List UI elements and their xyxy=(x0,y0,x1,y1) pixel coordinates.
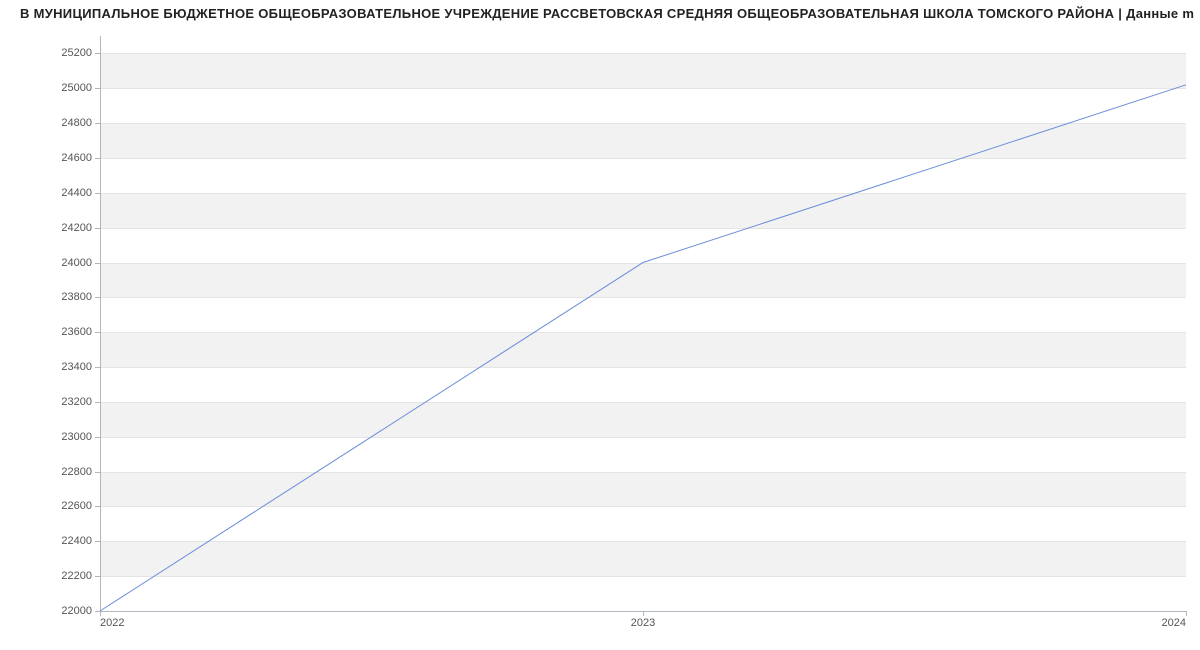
x-tick-label: 2022 xyxy=(100,611,124,629)
line-layer xyxy=(100,36,1186,611)
y-tick-mark xyxy=(95,123,100,124)
y-tick-mark xyxy=(95,53,100,54)
x-tick-mark xyxy=(1186,611,1187,616)
y-tick-mark xyxy=(95,402,100,403)
y-tick-mark xyxy=(95,297,100,298)
y-tick-mark xyxy=(95,193,100,194)
y-tick-mark xyxy=(95,88,100,89)
y-tick-mark xyxy=(95,472,100,473)
series-line xyxy=(100,85,1186,611)
y-tick-mark xyxy=(95,367,100,368)
x-tick-mark xyxy=(100,611,101,616)
y-tick-mark xyxy=(95,576,100,577)
y-tick-mark xyxy=(95,158,100,159)
y-tick-mark xyxy=(95,228,100,229)
y-tick-mark xyxy=(95,263,100,264)
x-tick-mark xyxy=(643,611,644,616)
y-tick-mark xyxy=(95,437,100,438)
chart-container: В МУНИЦИПАЛЬНОЕ БЮДЖЕТНОЕ ОБЩЕОБРАЗОВАТЕ… xyxy=(0,0,1200,650)
y-tick-mark xyxy=(95,541,100,542)
y-tick-mark xyxy=(95,332,100,333)
chart-title: В МУНИЦИПАЛЬНОЕ БЮДЖЕТНОЕ ОБЩЕОБРАЗОВАТЕ… xyxy=(0,6,1200,21)
x-tick-label: 2024 xyxy=(1162,611,1186,629)
y-tick-mark xyxy=(95,506,100,507)
plot-area: 2200022200224002260022800230002320023400… xyxy=(100,36,1186,611)
